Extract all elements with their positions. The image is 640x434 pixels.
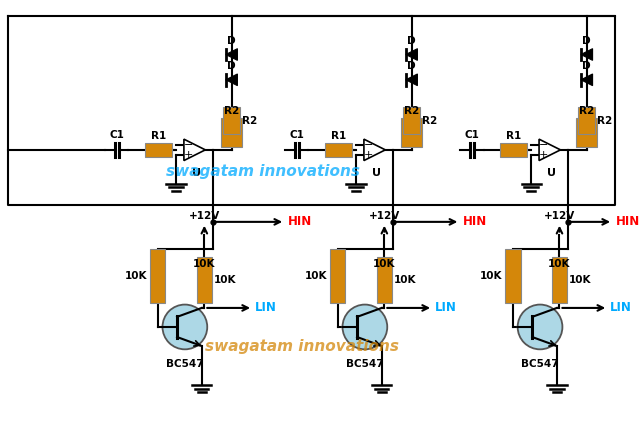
Text: 10K: 10K bbox=[479, 271, 502, 281]
Text: R2: R2 bbox=[404, 106, 419, 116]
Text: D: D bbox=[407, 61, 416, 71]
Bar bbox=[150, 249, 165, 302]
Text: BC547: BC547 bbox=[346, 359, 384, 369]
Text: LIN: LIN bbox=[255, 302, 277, 314]
Text: +: + bbox=[184, 150, 193, 160]
Bar bbox=[401, 118, 422, 147]
Text: U: U bbox=[192, 168, 201, 178]
Text: R2: R2 bbox=[579, 106, 595, 116]
Text: 10K: 10K bbox=[548, 259, 571, 269]
Bar bbox=[376, 257, 392, 302]
Text: 10K: 10K bbox=[214, 275, 237, 285]
Text: +12V: +12V bbox=[369, 211, 400, 221]
Text: C1: C1 bbox=[289, 130, 304, 140]
Text: 10K: 10K bbox=[305, 271, 327, 281]
Text: D: D bbox=[582, 36, 591, 46]
Text: +12V: +12V bbox=[189, 211, 220, 221]
Text: R2: R2 bbox=[598, 116, 612, 126]
Bar bbox=[223, 107, 241, 134]
Text: D: D bbox=[227, 61, 236, 71]
Circle shape bbox=[342, 305, 387, 349]
Text: swagatam innovations: swagatam innovations bbox=[166, 164, 360, 179]
Text: swagatam innovations: swagatam innovations bbox=[205, 339, 399, 354]
Text: 10K: 10K bbox=[124, 271, 147, 281]
Text: 10K: 10K bbox=[569, 275, 592, 285]
Text: −: − bbox=[364, 140, 374, 150]
Bar bbox=[145, 143, 172, 157]
Polygon shape bbox=[539, 139, 561, 161]
Text: R2: R2 bbox=[243, 116, 257, 126]
Text: BC547: BC547 bbox=[521, 359, 559, 369]
Bar bbox=[330, 249, 346, 302]
Text: −: − bbox=[184, 140, 193, 150]
Text: HIN: HIN bbox=[463, 215, 488, 228]
Text: R2: R2 bbox=[224, 106, 239, 116]
Text: D: D bbox=[407, 36, 416, 46]
Polygon shape bbox=[184, 139, 205, 161]
Text: LIN: LIN bbox=[610, 302, 632, 314]
Bar bbox=[221, 118, 243, 147]
Polygon shape bbox=[581, 74, 593, 85]
Polygon shape bbox=[226, 74, 237, 85]
Bar bbox=[196, 257, 212, 302]
Bar bbox=[325, 143, 352, 157]
Text: R1: R1 bbox=[506, 131, 522, 141]
Bar bbox=[403, 107, 420, 134]
Bar bbox=[505, 249, 520, 302]
Polygon shape bbox=[364, 139, 385, 161]
Bar bbox=[578, 107, 595, 134]
Bar bbox=[576, 118, 598, 147]
Circle shape bbox=[518, 305, 563, 349]
Polygon shape bbox=[406, 74, 417, 85]
Text: R2: R2 bbox=[422, 116, 438, 126]
Bar bbox=[500, 143, 527, 157]
Text: BC547: BC547 bbox=[166, 359, 204, 369]
Circle shape bbox=[163, 305, 207, 349]
Text: +: + bbox=[364, 150, 374, 160]
Polygon shape bbox=[406, 49, 417, 60]
Text: D: D bbox=[582, 61, 591, 71]
Text: HIN: HIN bbox=[616, 215, 640, 228]
Text: +: + bbox=[540, 150, 548, 160]
Text: 10K: 10K bbox=[394, 275, 417, 285]
Text: D: D bbox=[227, 36, 236, 46]
Text: −: − bbox=[540, 140, 548, 150]
Text: R1: R1 bbox=[151, 131, 166, 141]
Text: R1: R1 bbox=[331, 131, 346, 141]
Text: U: U bbox=[547, 168, 556, 178]
Text: 10K: 10K bbox=[193, 259, 216, 269]
Polygon shape bbox=[226, 49, 237, 60]
Text: 10K: 10K bbox=[373, 259, 396, 269]
Text: LIN: LIN bbox=[435, 302, 457, 314]
Text: +12V: +12V bbox=[544, 211, 575, 221]
Text: C1: C1 bbox=[465, 130, 479, 140]
Polygon shape bbox=[581, 49, 593, 60]
Bar bbox=[552, 257, 567, 302]
Text: C1: C1 bbox=[109, 130, 124, 140]
Text: HIN: HIN bbox=[288, 215, 312, 228]
Text: U: U bbox=[372, 168, 381, 178]
